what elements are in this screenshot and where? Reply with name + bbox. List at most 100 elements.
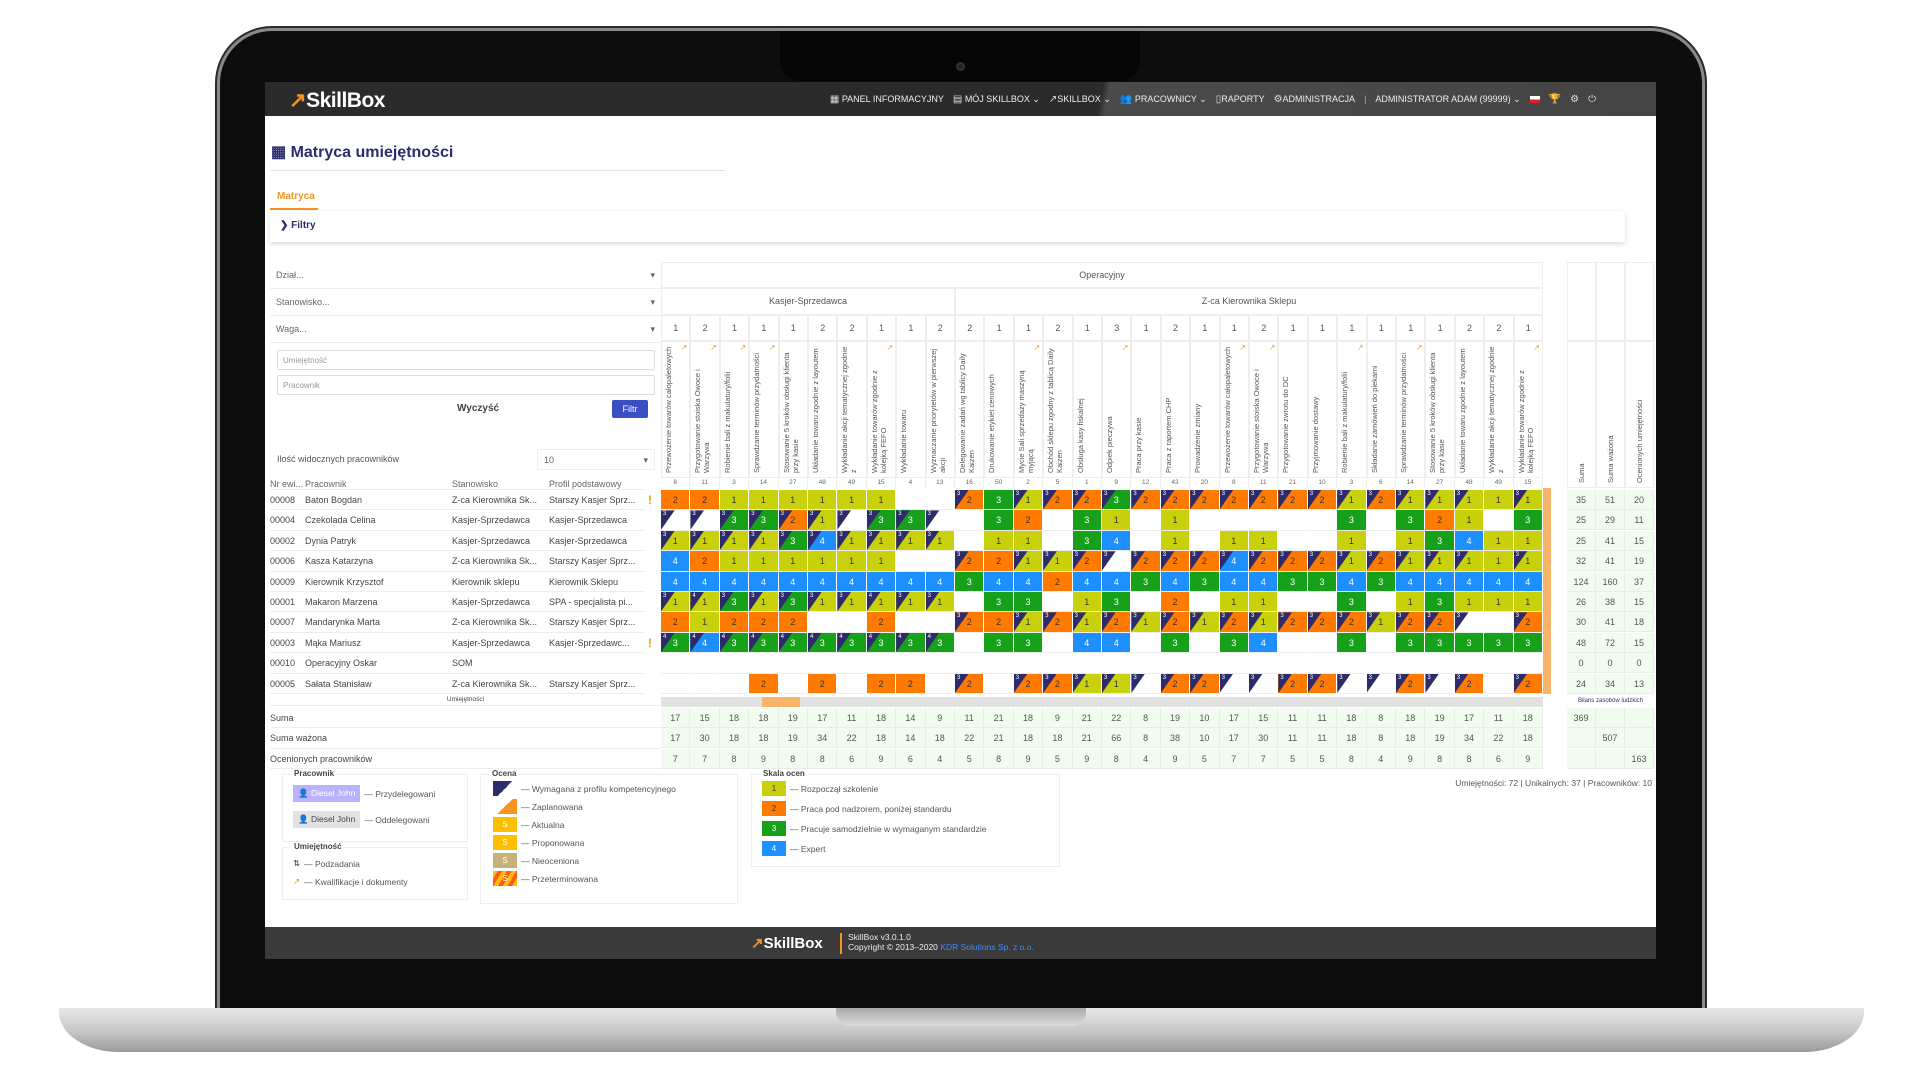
- matrix-cell[interactable]: 1: [1072, 592, 1102, 613]
- matrix-cell[interactable]: 3: [1219, 632, 1249, 654]
- matrix-cell[interactable]: 4: [1249, 632, 1279, 654]
- matrix-cell[interactable]: 1: [778, 551, 808, 572]
- matrix-cell[interactable]: [1307, 510, 1338, 531]
- matrix-cell[interactable]: [837, 653, 867, 674]
- matrix-cell[interactable]: 2: [1013, 510, 1044, 531]
- matrix-cell[interactable]: [661, 653, 691, 674]
- matrix-cell[interactable]: [1219, 653, 1249, 674]
- skill-header[interactable]: Robienie bali z makulatury/folii ↗: [719, 341, 750, 478]
- matrix-cell[interactable]: 3: [1425, 530, 1455, 552]
- visible-count-select[interactable]: 10 ▾: [537, 449, 655, 470]
- skill-header[interactable]: Przygotowanie stoiska Owoce i Warzywa ↗: [1249, 341, 1279, 478]
- matrix-cell[interactable]: [1249, 653, 1279, 674]
- matrix-cell[interactable]: [1190, 653, 1220, 674]
- employee-name[interactable]: Sałata Stanisław: [305, 674, 452, 694]
- matrix-cell[interactable]: 1: [778, 490, 808, 511]
- matrix-cell[interactable]: [1396, 653, 1426, 674]
- matrix-cell[interactable]: 4: [1513, 571, 1543, 592]
- matrix-cell[interactable]: [1190, 510, 1220, 531]
- matrix-cell[interactable]: 2: [661, 612, 691, 633]
- matrix-cell[interactable]: 3: [1278, 571, 1308, 592]
- employee-input[interactable]: Pracownik: [277, 375, 655, 395]
- matrix-cell[interactable]: 4: [808, 571, 838, 592]
- matrix-cell[interactable]: 3: [1102, 592, 1132, 613]
- flag-pl-icon[interactable]: [1529, 95, 1540, 103]
- matrix-cell[interactable]: 3: [1131, 673, 1161, 694]
- skill-header[interactable]: Delegowanie zadań wg tablicy Daily Kaize…: [955, 341, 985, 478]
- matrix-cell[interactable]: 4: [1484, 571, 1514, 592]
- nav-my-skillbox[interactable]: ▤ Mój SkillBox ⌄: [952, 93, 1040, 105]
- matrix-cell[interactable]: [984, 653, 1014, 674]
- matrix-cell[interactable]: [1072, 653, 1102, 674]
- skill-header[interactable]: Prowadzenie zmiany: [1190, 341, 1220, 478]
- matrix-cell[interactable]: 4: [925, 571, 955, 592]
- skill-header[interactable]: Mycie Sali sprzedaży maszyną myjącą ↗: [1013, 341, 1044, 478]
- matrix-cell[interactable]: 3: [1072, 530, 1102, 552]
- matrix-cell[interactable]: 3: [1396, 632, 1426, 654]
- matrix-cell[interactable]: [1043, 632, 1073, 654]
- matrix-cell[interactable]: 3: [1102, 551, 1132, 572]
- position-select[interactable]: Stanowisko... ▾: [270, 289, 661, 316]
- matrix-cell[interactable]: [1043, 592, 1073, 613]
- matrix-cell[interactable]: 3: [1013, 592, 1044, 613]
- skill-header[interactable]: Przewożenie towarów całopaletowych ↗: [1219, 341, 1249, 478]
- logout-icon[interactable]: ⏻: [1588, 93, 1596, 105]
- matrix-cell[interactable]: 1: [1337, 530, 1367, 552]
- skill-header[interactable]: Drukowanie etykiet cenowych: [984, 341, 1014, 478]
- skill-header[interactable]: Układanie towaru zgodnie z layoutem: [808, 341, 838, 478]
- matrix-cell[interactable]: 1: [749, 551, 779, 572]
- skill-header[interactable]: Stosowanie 5 kroków obsługi klienta przy…: [778, 341, 808, 478]
- matrix-cell[interactable]: 1: [1396, 530, 1426, 552]
- matrix-cell[interactable]: [1307, 592, 1338, 613]
- matrix-cell[interactable]: [837, 673, 867, 694]
- matrix-cell[interactable]: 1: [1219, 592, 1249, 613]
- skill-header[interactable]: Przewożenie towarów całopaletowych ↗: [661, 341, 691, 478]
- department-select[interactable]: Dział... ▾: [270, 262, 661, 289]
- matrix-cell[interactable]: 1: [866, 551, 897, 572]
- matrix-cell[interactable]: 1: [808, 551, 838, 572]
- matrix-cell[interactable]: 4: [1337, 571, 1367, 592]
- matrix-cell[interactable]: 2: [661, 490, 691, 511]
- matrix-cell[interactable]: 3: [984, 490, 1014, 511]
- logo[interactable]: ↗SkillBox: [289, 89, 385, 112]
- skill-header[interactable]: Obsługa kasy fiskalnej: [1072, 341, 1102, 478]
- skill-header[interactable]: Wykładanie towarów zgodnie z kolejką FEF…: [866, 341, 897, 478]
- matrix-cell[interactable]: 3: [661, 510, 691, 531]
- skill-header[interactable]: Stosowanie 5 kroków obsługi klienta przy…: [1425, 341, 1455, 478]
- matrix-cell[interactable]: [1366, 653, 1396, 674]
- matrix-cell[interactable]: 1: [1484, 592, 1514, 613]
- matrix-cell[interactable]: [1190, 530, 1220, 552]
- skill-header[interactable]: Sprawdzanie terminów przydatności ↗: [1396, 341, 1426, 478]
- matrix-cell[interactable]: [925, 551, 955, 572]
- matrix-cell[interactable]: 3: [1366, 571, 1396, 592]
- matrix-cell[interactable]: [1307, 530, 1338, 552]
- matrix-cell[interactable]: [925, 490, 955, 511]
- matrix-cell[interactable]: 3: [1307, 571, 1338, 592]
